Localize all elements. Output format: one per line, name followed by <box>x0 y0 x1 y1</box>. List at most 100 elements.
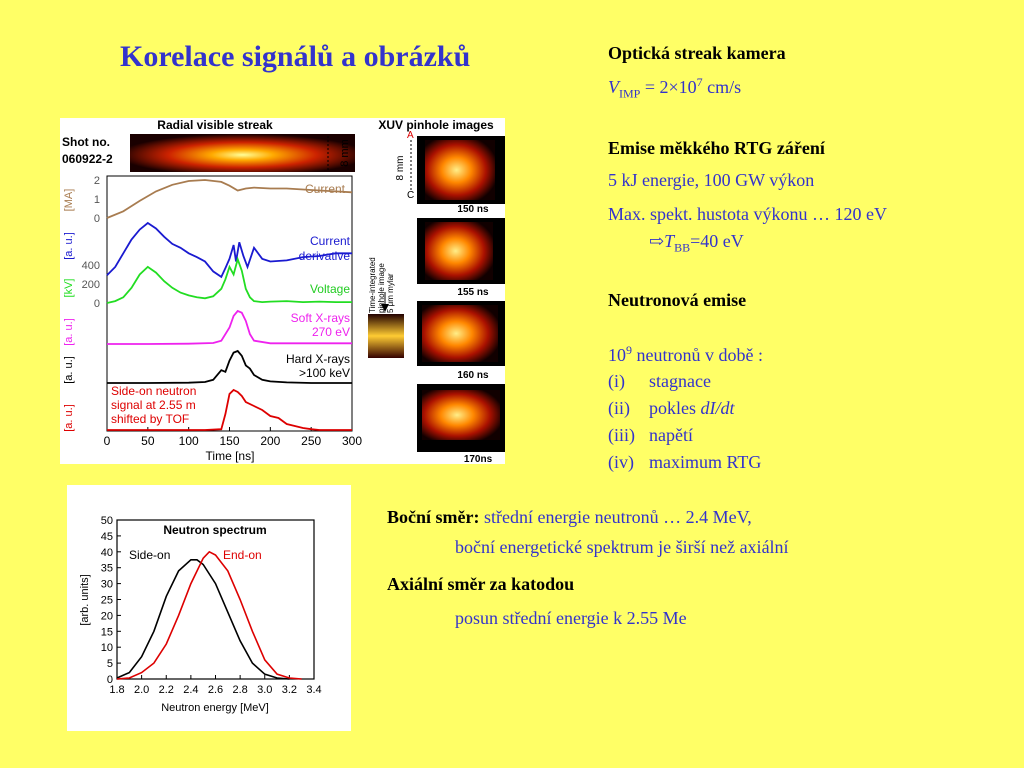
time-integrated-line: Time-integrated <box>368 257 377 313</box>
velocity-subscript: IMP <box>619 86 641 101</box>
left-axis-unit-label: [a. u.] <box>63 404 75 432</box>
streak-title: Radial visible streak <box>157 118 273 132</box>
velocity-symbol: V <box>608 77 619 97</box>
y-tick-label: 40 <box>101 547 113 559</box>
implies-arrow-icon: ⇨ <box>649 231 665 251</box>
y-tick-label: 35 <box>101 563 113 575</box>
x-axis-label: Neutron energy [MeV] <box>161 702 269 714</box>
x-tick-label: 50 <box>141 434 155 448</box>
shot-number: 060922-2 <box>62 152 113 166</box>
velocity-line: VIMP = 2×107 cm/s <box>608 75 742 101</box>
left-axis-unit-label: [a. u.] <box>63 356 75 384</box>
xuv-frame-170-glow <box>422 390 500 440</box>
voltage-tick-label: 0 <box>94 298 100 310</box>
left-axis: 2 1 0 400 200 0 [MA] [a. u.] [kV] [a. u.] [a. u.] [… <box>63 175 100 432</box>
list-item-text: stagnace <box>649 371 711 391</box>
voltage-line <box>106 256 352 304</box>
frame-label: 170ns <box>464 454 493 464</box>
axial-direction-text: posun střední energie k 2.55 Me <box>455 608 687 628</box>
x-axis-label: Time [ns] <box>206 449 255 463</box>
soft-xray-heading: Emise měkkého RTG záření <box>608 138 825 158</box>
list-item: (iv) maximum RTG <box>608 452 761 473</box>
list-item: (ii) pokles dI/dt <box>608 398 735 419</box>
y-tick-label: 25 <box>101 595 113 607</box>
neutron-emission-heading: Neutronová emise <box>608 290 747 310</box>
neutron-spectrum-chart: 1.8 2.0 2.2 2.4 2.6 2.8 3.0 3.2 3.4 0 5 10 15 20 25 30 3… <box>67 485 351 731</box>
streak-camera-heading: Optická streak kamera <box>608 43 786 63</box>
list-item-number: (iv) <box>608 452 634 472</box>
frame-label: 155 ns <box>457 287 489 298</box>
side-on-line <box>116 559 290 680</box>
voltage-tick-label: 200 <box>82 279 100 291</box>
x-tick-label: 0 <box>104 434 111 448</box>
velocity-unit: cm/s <box>702 77 742 97</box>
derivative-line <box>106 221 352 279</box>
x-tick-label: 2.4 <box>183 684 198 696</box>
list-item-number: (ii) <box>608 398 630 418</box>
slide-title: Korelace signálů a obrázků <box>120 40 471 73</box>
list-item-number: (iii) <box>608 425 635 445</box>
current-tick-label: 2 <box>94 175 100 187</box>
list-item-text: pokles <box>649 398 701 418</box>
x-tick-label: 300 <box>342 434 362 448</box>
xuv-frame-155-glow <box>425 222 493 280</box>
anode-label: A <box>407 130 414 141</box>
series-label: Current derivative <box>299 234 351 263</box>
side-direction-line2: boční energetické spektrum je širší než … <box>455 537 789 557</box>
spectrum-lines <box>116 550 302 680</box>
list-item-text: maximum RTG <box>649 452 762 472</box>
x-tick-label: 3.2 <box>282 684 297 696</box>
current-tick-label: 0 <box>94 213 100 225</box>
list-item: (iii) napětí <box>608 425 693 446</box>
velocity-exponent: 7 <box>696 75 703 89</box>
y-tick-label: 5 <box>107 658 113 670</box>
neutron-count-line: 109 neutronů v době : <box>608 344 763 366</box>
frame-label: 160 ns <box>457 370 489 381</box>
current-line <box>106 179 353 219</box>
series-label: Current <box>305 182 346 196</box>
side-direction-text: střední energie neutronů … 2.4 MeV, <box>479 507 752 527</box>
count-exponent: 9 <box>626 343 632 357</box>
streak-signal-figure: Radial visible streak XUV pinhole images… <box>60 118 505 464</box>
y-tick-label: 45 <box>101 531 113 543</box>
y-tick-label: 15 <box>101 626 113 638</box>
series-label: Hard X-rays >100 keV <box>286 352 350 380</box>
left-axis-unit-label: [kV] <box>63 279 75 298</box>
tbb-line: ⇨TBB=40 eV <box>649 230 744 254</box>
y-tick-label: 0 <box>107 674 113 686</box>
legend-end-on: End-on <box>223 548 262 562</box>
x-tick-label: 100 <box>179 434 199 448</box>
cathode-label: C <box>407 190 414 201</box>
time-integrated-line: pinhole image <box>377 263 386 313</box>
x-tick-label: 150 <box>219 434 239 448</box>
end-on-line <box>116 550 302 680</box>
count-text: neutronů v době : <box>632 345 763 365</box>
xuv-frame-160-glow <box>422 305 498 362</box>
left-axis-unit-label: [a. u.] <box>63 232 75 260</box>
streak-signal-svg: Radial visible streak XUV pinhole images… <box>62 118 505 464</box>
x-tick-label: 3.0 <box>257 684 272 696</box>
x-tick-label: 200 <box>260 434 280 448</box>
list-item-italic: dI/dt <box>700 398 735 418</box>
x-tick-label: 2.2 <box>159 684 174 696</box>
list-item-text: napětí <box>649 425 693 445</box>
shot-label: Shot no. <box>62 135 110 149</box>
left-axis-unit-label: [MA] <box>63 189 75 212</box>
frame-label: 150 ns <box>457 204 489 215</box>
x-tick-label: 3.4 <box>306 684 321 696</box>
scale-8mm-label: 8 mm <box>339 139 351 167</box>
energy-power-line: 5 kJ energie, 100 GW výkon <box>608 170 815 190</box>
current-tick-label: 1 <box>94 194 100 206</box>
x-tick-label: 2.6 <box>208 684 223 696</box>
axes: 1.8 2.0 2.2 2.4 2.6 2.8 3.0 3.2 3.4 0 5 10 15 20 25 30 3… <box>101 515 322 696</box>
xuv-scale-label: 8 mm <box>395 156 406 181</box>
left-axis-unit-label: [a. u.] <box>63 318 75 346</box>
streak-image <box>130 134 355 172</box>
axial-direction-label: Axiální směr za katodou <box>387 574 575 594</box>
list-item: (i) stagnace <box>608 371 711 392</box>
series-label: Soft X-rays 270 eV <box>291 311 350 339</box>
y-tick-label: 30 <box>101 579 113 591</box>
tbb-symbol: T <box>664 231 675 251</box>
neutron-spectrum-svg: 1.8 2.0 2.2 2.4 2.6 2.8 3.0 3.2 3.4 0 5 10 15 20 25 30 3… <box>79 515 322 714</box>
y-tick-label: 20 <box>101 610 113 622</box>
